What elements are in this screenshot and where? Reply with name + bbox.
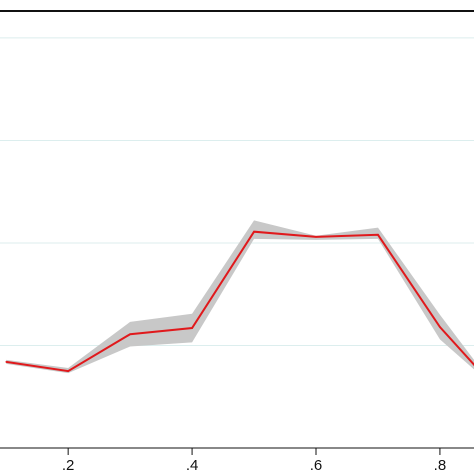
series-polyline — [6, 230, 474, 373]
data-point-8 — [439, 326, 441, 328]
data-point-1 — [5, 361, 7, 363]
data-point-2 — [67, 370, 69, 372]
x-axis-ticks: .2 .4 .6 .8 — [62, 448, 446, 474]
confidence-band — [6, 220, 474, 374]
gridlines — [0, 37, 474, 346]
x-tick-label-1: .2 — [62, 457, 75, 474]
series-line — [5, 230, 474, 373]
x-tick-label-2: .4 — [186, 457, 199, 474]
x-tick-label-3: .6 — [310, 457, 323, 474]
data-point-7 — [377, 233, 379, 236]
x-tick-label-4: .8 — [434, 457, 447, 474]
confidence-band-area — [6, 220, 474, 374]
data-point-3 — [129, 333, 131, 336]
data-point-5 — [253, 230, 255, 233]
data-point-6 — [315, 236, 317, 238]
data-point-4 — [191, 327, 193, 329]
